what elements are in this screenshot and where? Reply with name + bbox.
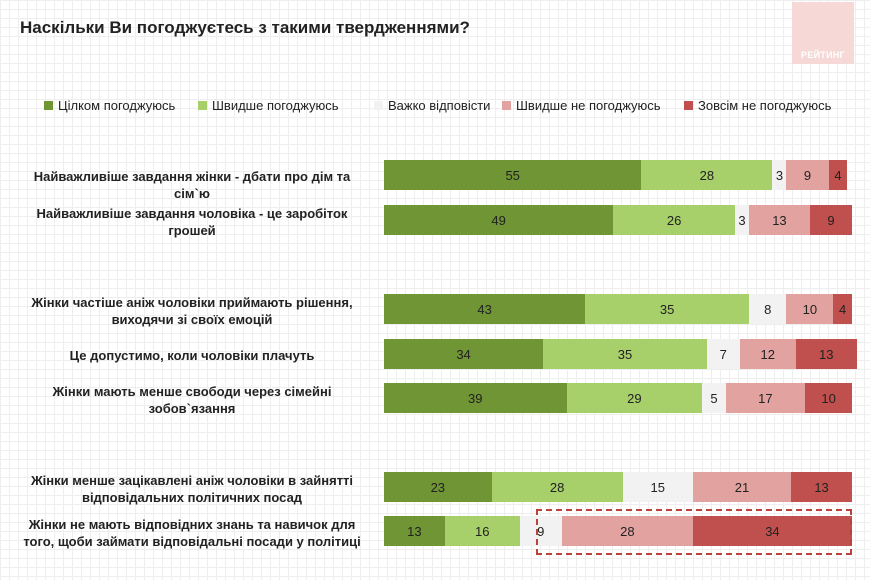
bar-segment: 4: [828, 160, 848, 190]
bar-segment: 23: [384, 472, 492, 502]
category-label: Найважливіше завдання чоловіка - це заро…: [36, 206, 348, 238]
bar-segment: 28: [641, 160, 773, 190]
data-label: 4: [839, 301, 847, 317]
category-label: Найважливіше завдання жінки - дбати про …: [33, 169, 351, 201]
bar-segment: 13: [795, 339, 857, 369]
data-label: 17: [758, 390, 773, 406]
data-label: 49: [491, 212, 506, 228]
bar-segment: 5: [702, 383, 726, 413]
page-title: Наскільки Ви погоджуєтесь з такими тверд…: [20, 18, 470, 37]
legend-label: Швидше погоджуюсь: [212, 97, 339, 113]
logo: РЕЙТИНГ: [792, 2, 854, 64]
data-label: 34: [456, 346, 471, 362]
legend-label: Зовсім не погоджуюсь: [698, 97, 832, 113]
legend-label: Цілком погоджуюсь: [58, 97, 176, 113]
data-label: 4: [834, 167, 842, 183]
data-label: 12: [760, 346, 775, 362]
bar-segment: 12: [739, 339, 796, 369]
data-label: 13: [814, 479, 829, 495]
bar-segment: 10: [805, 383, 852, 413]
bar-segment: 13: [749, 205, 810, 235]
category-label: Це допустимо, коли чоловіки плачуть: [69, 348, 315, 363]
data-label: 43: [477, 301, 492, 317]
data-label: 34: [765, 523, 780, 539]
data-label: 35: [617, 346, 633, 362]
bar-segment: 28: [561, 516, 693, 546]
legend-item: Важко відповісти: [374, 96, 490, 114]
data-label: 55: [505, 167, 520, 183]
data-label: 15: [650, 479, 665, 495]
category-label: Жінки не мають відповідних знань та нави…: [23, 517, 361, 549]
legend-item: Зовсім не погоджуюсь: [684, 96, 831, 114]
data-label: 3: [738, 212, 746, 228]
data-label: 39: [468, 390, 483, 406]
legend-swatch: [374, 100, 383, 110]
bar-segment: 13: [384, 516, 445, 546]
data-label: 28: [699, 167, 715, 183]
bar-segment: 26: [613, 205, 735, 235]
legend-swatch: [198, 100, 207, 110]
data-label: 10: [802, 301, 818, 317]
category-label: Жінки менше зацікавлені аніж чоловіки в …: [30, 473, 354, 505]
data-label: 29: [627, 390, 642, 406]
data-label: 8: [764, 301, 772, 317]
legend-label: Важко відповісти: [388, 97, 491, 113]
data-label: 16: [475, 523, 490, 539]
legend-item: Швидше не погоджуюсь: [502, 96, 661, 114]
data-label: 13: [407, 523, 422, 539]
data-label: 9: [537, 523, 545, 539]
bar-segment: 28: [491, 472, 623, 502]
bar-segment: 9: [519, 516, 562, 546]
legend-swatch: [502, 100, 511, 110]
bar-segment: 17: [725, 383, 806, 413]
bar-segment: 29: [566, 383, 703, 413]
bar-segment: 43: [384, 294, 586, 324]
data-label: 35: [659, 301, 675, 317]
legend-item: Швидше погоджуюсь: [198, 96, 339, 114]
data-label: 10: [821, 390, 836, 406]
bar-segment: 15: [622, 472, 693, 502]
data-label: 26: [666, 212, 682, 228]
category-label: Жінки мають менше свободи через сімейні …: [52, 384, 332, 416]
data-label: 23: [430, 479, 446, 495]
bar-segment: 55: [384, 160, 642, 190]
bar-segment: 39: [384, 383, 567, 413]
data-label: 7: [719, 346, 727, 362]
data-label: 21: [734, 479, 750, 495]
highlight-box: [536, 509, 852, 555]
data-label: 9: [827, 212, 835, 228]
data-label: 28: [620, 523, 635, 539]
category-label: Жінки частіше аніж чоловіки приймають рі…: [31, 295, 353, 327]
bar-segment: 10: [786, 294, 834, 324]
bar-segment: 21: [692, 472, 792, 502]
legend-item: Цілком погоджуюсь: [44, 96, 175, 114]
data-label: 9: [803, 167, 812, 183]
data-label: 13: [819, 346, 834, 362]
bar-segment: 35: [585, 294, 750, 324]
bar-segment: 34: [692, 516, 852, 546]
bar-segment: 9: [809, 205, 852, 235]
data-label: 5: [710, 390, 718, 406]
bar-segment: 13: [791, 472, 852, 502]
legend-swatch: [44, 100, 53, 110]
data-label: 28: [549, 479, 565, 495]
data-label: 13: [772, 212, 787, 228]
bar-segment: 4: [833, 294, 852, 324]
logo-text: РЕЙТИНГ: [800, 50, 846, 60]
data-label: 3: [775, 167, 784, 183]
bar-segment: 9: [786, 160, 829, 190]
legend-label: Швидше не погоджуюсь: [516, 97, 661, 113]
bar-segment: 34: [384, 339, 544, 369]
bar-segment: 49: [384, 205, 614, 235]
bar-segment: 3: [772, 160, 787, 190]
bar-segment: 16: [444, 516, 520, 546]
legend-swatch: [684, 100, 693, 110]
bar-segment: 3: [735, 205, 750, 235]
bar-segment: 8: [749, 294, 787, 324]
bar-segment: 35: [543, 339, 707, 369]
bar-segment: 7: [706, 339, 740, 369]
